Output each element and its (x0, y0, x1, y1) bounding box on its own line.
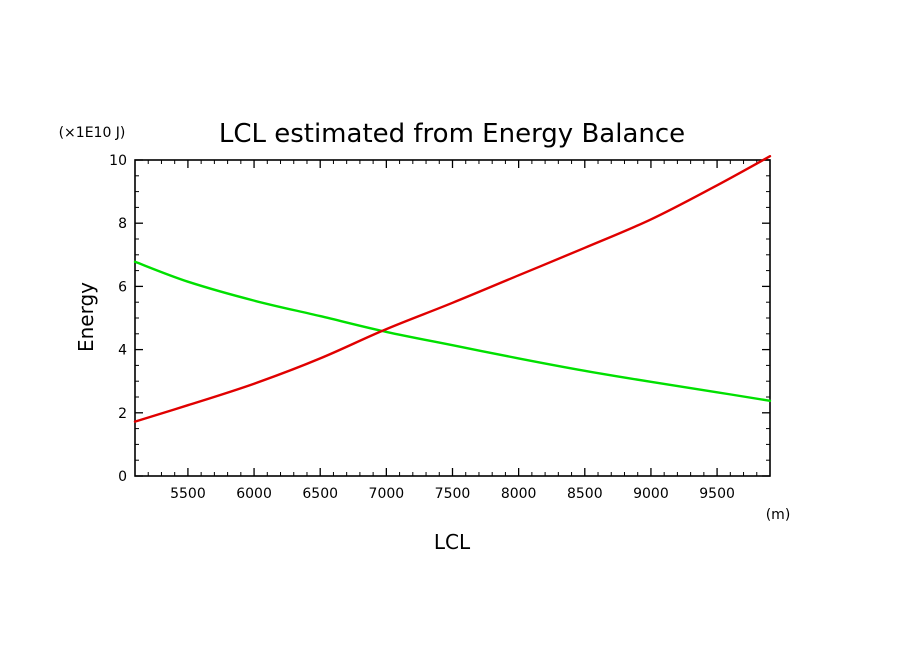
x-tick-label: 9500 (699, 486, 735, 502)
x-tick-label: 7500 (435, 486, 471, 502)
x-tick-label: 5500 (170, 486, 206, 502)
x-tick-label: 9000 (633, 486, 669, 502)
x-tick-label: 8000 (501, 486, 537, 502)
x-tick-label: 6500 (302, 486, 338, 502)
y-tick-label: 2 (118, 406, 127, 422)
x-tick-label: 6000 (236, 486, 272, 502)
x-unit-label: (m) (766, 507, 791, 523)
y-tick-label: 0 (118, 469, 127, 485)
chart-title: LCL estimated from Energy Balance (219, 119, 685, 149)
y-tick-label: 6 (118, 279, 127, 295)
x-tick-label: 8500 (567, 486, 603, 502)
y-unit-label: (×1E10 J) (59, 125, 126, 141)
y-tick-label: 8 (118, 216, 127, 232)
x-tick-label: 7000 (369, 486, 405, 502)
series-line-green-curve (133, 260, 772, 402)
y-axis-label: Energy (74, 282, 98, 352)
series-line-red-curve (133, 155, 772, 423)
x-axis-label: LCL (434, 530, 471, 554)
y-tick-label: 10 (109, 153, 127, 169)
y-tick-label: 4 (118, 343, 127, 359)
